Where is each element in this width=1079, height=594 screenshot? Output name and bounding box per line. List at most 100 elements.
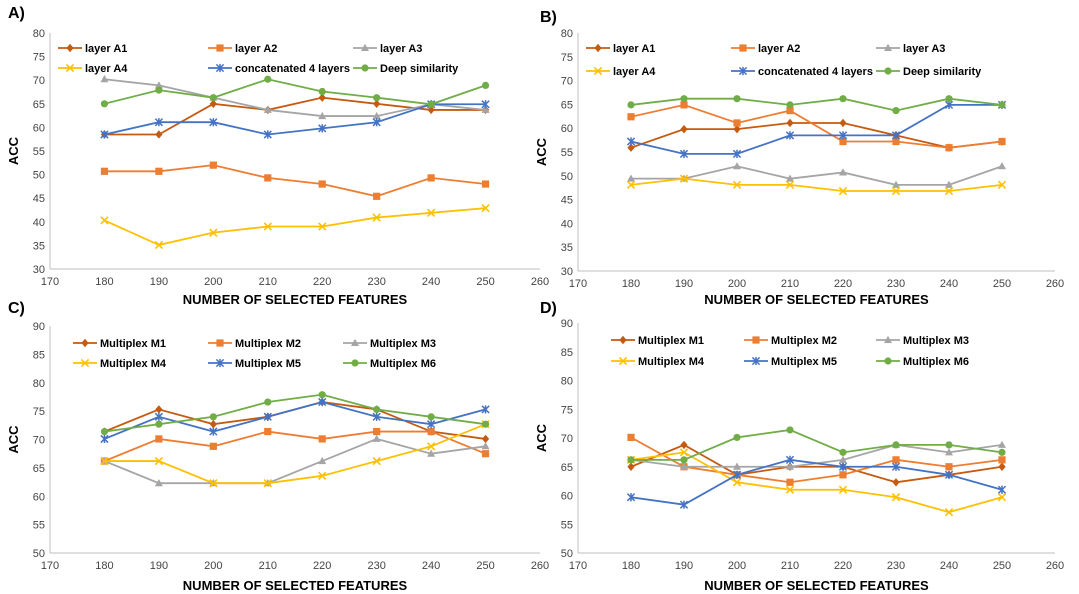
x-tick-label: 200 <box>728 560 746 572</box>
x-tick-label: 180 <box>95 560 113 572</box>
legend-label: layer A4 <box>613 66 656 78</box>
series-6 <box>100 75 490 108</box>
series-line <box>630 97 1003 112</box>
data-point <box>373 405 381 414</box>
series-line <box>630 451 1003 514</box>
data-point <box>263 479 272 488</box>
x-axis-title: NUMBER OF SELECTED FEATURES <box>183 578 408 593</box>
series-line <box>104 423 486 485</box>
data-point <box>373 99 381 108</box>
y-tick-label: 55 <box>561 519 573 531</box>
y-tick-label: 70 <box>33 435 45 447</box>
data-point <box>891 131 901 140</box>
data-point <box>372 434 381 442</box>
data-point <box>838 131 848 140</box>
x-tick-label: 230 <box>887 560 905 572</box>
data-point <box>892 137 900 146</box>
x-tick-label: 240 <box>940 560 958 572</box>
data-point <box>100 216 109 225</box>
legend-entry: Multiplex M1 <box>73 338 166 350</box>
data-point <box>154 412 164 421</box>
data-point <box>786 106 794 115</box>
y-tick-label: 50 <box>33 548 45 560</box>
x-tick-label: 200 <box>728 278 746 290</box>
x-tick-label: 230 <box>887 278 905 290</box>
legend-label: layer A3 <box>380 43 422 55</box>
legend-entry: Multiplex M3 <box>343 338 436 350</box>
data-point <box>892 180 900 188</box>
legend-marker <box>66 43 74 53</box>
legend-label: Multiplex M4 <box>638 356 705 368</box>
data-point <box>209 118 218 127</box>
data-point <box>155 86 163 94</box>
series-line <box>104 393 486 433</box>
x-tick-label: 210 <box>781 560 799 572</box>
data-point <box>679 149 689 159</box>
data-point <box>733 162 741 170</box>
series-line <box>104 103 486 136</box>
data-point <box>627 174 635 182</box>
legend-entry: Multiplex M1 <box>611 335 704 347</box>
data-point <box>838 462 848 471</box>
y-tick-label: 50 <box>561 548 573 560</box>
data-point <box>100 75 109 83</box>
y-tick-label: 30 <box>561 266 573 278</box>
x-tick-label: 260 <box>531 560 549 572</box>
y-tick-label: 80 <box>33 28 45 40</box>
data-point <box>263 105 272 113</box>
data-point <box>209 479 218 488</box>
data-point <box>318 124 327 133</box>
data-point <box>892 441 900 449</box>
legend-label: Multiplex M5 <box>771 356 837 368</box>
x-tick-label: 230 <box>367 560 385 572</box>
legend-entry: Multiplex M4 <box>73 358 167 370</box>
legend-marker <box>618 356 628 366</box>
series-line <box>104 96 486 136</box>
data-point <box>318 93 326 102</box>
series-2 <box>627 101 1006 152</box>
y-axis-title: ACC <box>6 136 21 165</box>
data-point <box>998 101 1006 109</box>
data-point <box>318 471 327 480</box>
series-5 <box>100 397 490 444</box>
y-tick-label: 50 <box>561 171 573 183</box>
x-tick-label: 240 <box>422 276 440 288</box>
legend-marker <box>752 336 760 344</box>
legend-label: Multiplex M4 <box>100 358 167 370</box>
x-tick-label: 250 <box>993 278 1011 290</box>
legend-marker <box>738 66 748 76</box>
data-point <box>627 113 635 121</box>
legend-marker <box>216 339 224 347</box>
y-tick-label: 80 <box>561 376 573 388</box>
x-tick-label: 240 <box>422 560 440 572</box>
series-6 <box>627 95 1006 115</box>
y-tick-label: 70 <box>561 433 573 445</box>
legend-marker <box>215 358 225 368</box>
chart-panel-4: D) 50 55 60 65 70 75 80 85 90 170 180 190 200 210 220 23… <box>534 300 1064 593</box>
data-point <box>154 118 164 127</box>
data-point <box>372 213 381 222</box>
legend-marker <box>80 358 90 368</box>
data-point <box>427 174 435 182</box>
legend-label: layer A2 <box>758 43 800 55</box>
series-line <box>630 436 1003 484</box>
data-point <box>372 456 381 466</box>
data-point <box>680 440 688 450</box>
data-point <box>680 456 688 464</box>
legend-entry: Multiplex M3 <box>876 335 969 347</box>
x-tick-label: 210 <box>781 278 799 290</box>
data-point <box>481 434 490 444</box>
data-point <box>998 448 1006 456</box>
y-tick-label: 60 <box>561 491 573 503</box>
legend-label: layer A1 <box>85 43 127 55</box>
series-4 <box>100 203 490 250</box>
data-point <box>785 485 795 494</box>
y-tick-label: 55 <box>33 520 45 532</box>
y-tick-label: 70 <box>561 76 573 88</box>
data-point <box>372 111 381 120</box>
data-point <box>100 100 109 108</box>
legend-entry: layer A3 <box>876 43 945 55</box>
legend-label: layer A3 <box>903 43 945 55</box>
data-point <box>680 101 688 109</box>
data-point <box>318 397 327 407</box>
